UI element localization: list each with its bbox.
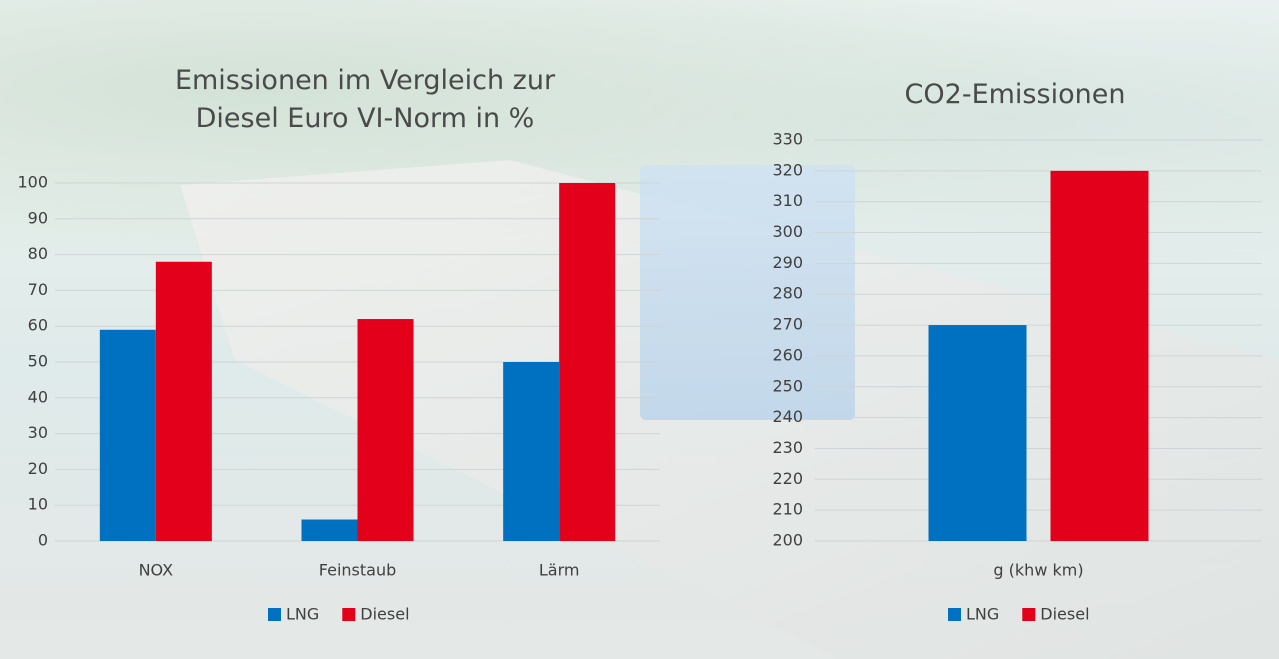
bar <box>301 519 358 541</box>
chart-title: CO2-Emissionen <box>904 79 1126 110</box>
y-tick-label: 60 <box>28 316 48 335</box>
chart-title: Emissionen im Vergleich zur Diesel Euro … <box>174 65 556 134</box>
x-tick-label: Lärm <box>539 561 580 580</box>
y-tick-label: 320 <box>772 160 803 179</box>
legend-label: LNG <box>286 605 319 624</box>
y-tick-label: 0 <box>38 531 48 550</box>
bar <box>928 325 1027 541</box>
y-tick-label: 300 <box>772 222 803 241</box>
background-truck <box>640 165 855 420</box>
y-tick-label: 40 <box>28 387 48 406</box>
bar <box>559 183 616 541</box>
y-tick-label: 210 <box>772 500 803 519</box>
y-tick-label: 310 <box>772 191 803 210</box>
y-tick-label: 220 <box>772 469 803 488</box>
y-tick-label: 100 <box>17 173 48 192</box>
legend-label: Diesel <box>360 605 409 624</box>
y-tick-label: 10 <box>28 495 48 514</box>
bar <box>155 261 212 541</box>
y-tick-label: 270 <box>772 315 803 334</box>
y-tick-label: 20 <box>28 459 48 478</box>
bar <box>357 319 414 541</box>
y-tick-label: 230 <box>772 438 803 457</box>
legend-swatch <box>948 608 961 621</box>
y-tick-label: 330 <box>772 130 803 149</box>
y-tick-label: 280 <box>772 284 803 303</box>
y-tick-label: 200 <box>772 531 803 550</box>
x-tick-label: g (khw km) <box>993 561 1083 580</box>
y-tick-label: 90 <box>28 208 48 227</box>
legend-swatch <box>1022 608 1036 621</box>
y-tick-label: 70 <box>28 280 48 299</box>
y-tick-label: 30 <box>28 423 48 442</box>
bar <box>503 362 560 541</box>
y-tick-label: 50 <box>28 352 48 371</box>
bar <box>1050 170 1149 541</box>
y-tick-label: 80 <box>28 244 48 263</box>
y-tick-label: 250 <box>772 376 803 395</box>
x-tick-label: Feinstaub <box>319 561 396 580</box>
legend-label: Diesel <box>1040 605 1089 624</box>
y-tick-label: 260 <box>772 345 803 364</box>
y-tick-label: 240 <box>772 407 803 426</box>
bar <box>99 329 156 541</box>
legend-label: LNG <box>966 605 999 624</box>
legend-swatch <box>342 608 356 621</box>
legend-swatch <box>268 608 281 621</box>
y-tick-label: 290 <box>772 253 803 272</box>
x-tick-label: NOX <box>139 561 174 580</box>
